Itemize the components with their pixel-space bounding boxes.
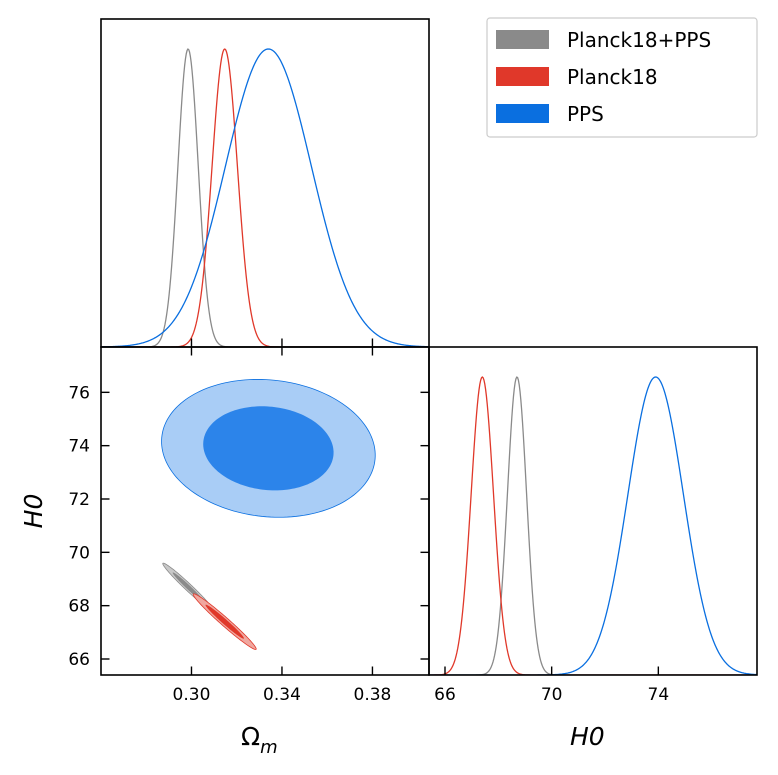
h0-y-tick-label-4: 74 [68, 437, 90, 457]
x-axis-label-h0: H0 [570, 722, 605, 751]
h0-y-tick-label-3: 72 [68, 490, 90, 510]
legend-swatch-pps [496, 104, 549, 123]
h0-marginal-frame [428, 346, 758, 676]
omega-m-curve-pps [101, 48, 429, 347]
legend-box [486, 17, 758, 138]
tick-marks [100, 338, 660, 676]
h0-y-tick-label-2: 70 [68, 543, 90, 563]
y-axis-label-h0: H0 [19, 494, 48, 529]
h0-y-tick-label-1: 68 [68, 597, 90, 617]
legend-label-planck18-pps: Planck18+PPS [567, 28, 711, 52]
omega-m-curve-planck18 [101, 48, 429, 347]
legend-label-planck18: Planck18 [567, 65, 658, 89]
h0-marginal-panel [429, 376, 757, 675]
joint-contour-panel [161, 378, 376, 650]
legend-swatch-planck18-pps [496, 30, 549, 49]
contour-68-pps [203, 406, 334, 491]
omega-m-tick-label-1: 0.34 [263, 685, 301, 705]
x-axis-label-omega-m: Ωm [241, 722, 278, 758]
legend: Planck18+PPS Planck18 PPS [486, 17, 758, 138]
h0-y-tick-label-5: 76 [68, 383, 90, 403]
h0-x-tick-label-2: 74 [648, 685, 670, 705]
tick-labels: 0.30 0.34 0.38 66 68 70 72 74 76 66 70 74 [68, 383, 669, 705]
omega-m-tick-label-2: 0.38 [354, 685, 392, 705]
omega-m-marginal-panel [101, 48, 429, 347]
legend-label-pps: PPS [567, 102, 604, 126]
omega-m-tick-label-0: 0.30 [173, 685, 211, 705]
h0-x-tick-label-0: 66 [434, 685, 456, 705]
h0-y-tick-label-0: 66 [68, 650, 90, 670]
h0-curve-planck18-pps [429, 376, 757, 675]
omega-m-curve-planck18-pps [101, 48, 429, 347]
contour-68-planck18 [205, 604, 244, 639]
omega-m-marginal-frame [100, 18, 430, 348]
legend-swatch-planck18 [496, 67, 549, 86]
h0-curve-planck18 [429, 376, 757, 675]
h0-curve-pps [429, 376, 757, 675]
h0-x-tick-label-1: 70 [541, 685, 563, 705]
